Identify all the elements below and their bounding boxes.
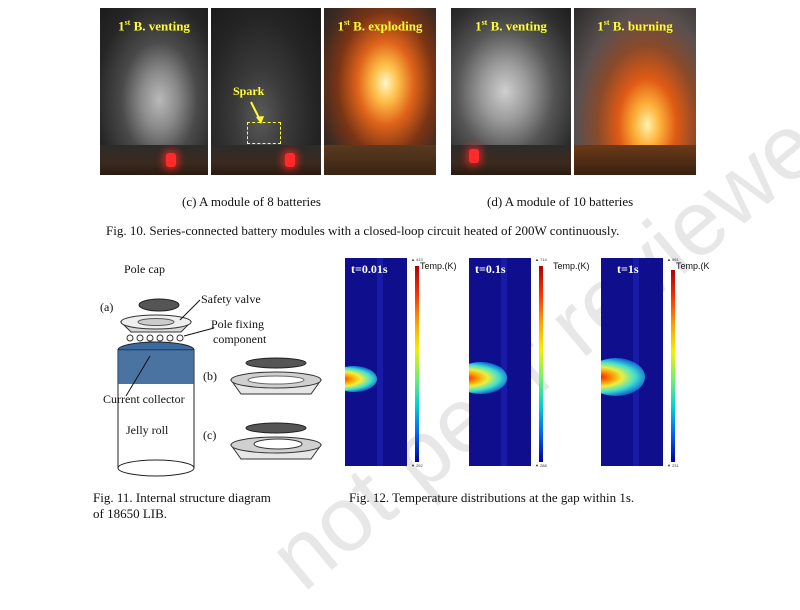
label-pole-cap: Pole cap [124, 262, 165, 276]
label-safety-valve: Safety valve [201, 292, 261, 306]
colorbar-min-2: ▼ 288 [535, 463, 547, 468]
temp-map-panel-2: t=0.1s [469, 258, 531, 466]
colorbar-title-2: Temp.(K) [553, 261, 590, 271]
battery-ledge [574, 145, 696, 175]
colorbar-title-1: Temp.(K) [420, 261, 457, 271]
photo-panel-d2: 1st B. burning [574, 8, 696, 175]
red-glow [166, 153, 176, 167]
label-a: (a) [100, 300, 114, 314]
time-label: t=0.01s [351, 262, 388, 276]
fig11-caption-line1: Fig. 11. Internal structure diagram [93, 490, 271, 505]
label-jelly-roll: Jelly roll [126, 423, 169, 437]
fig10-caption: Fig. 10. Series-connected battery module… [106, 223, 620, 238]
battery-ledge [100, 145, 208, 175]
label-pole-fixing: Pole fixing [211, 317, 264, 331]
colorbar-2 [539, 266, 543, 462]
time-label: t=1s [617, 262, 639, 276]
colorbar-max-3: ▲ 991 [667, 257, 679, 262]
fig11-caption-line2: of 18650 LIB. [93, 506, 168, 521]
spark-box [247, 122, 281, 144]
panel-label: 1st B. exploding [337, 18, 423, 34]
red-glow [285, 153, 295, 167]
caption-d: (d) A module of 10 batteries [487, 194, 634, 209]
battery-ledge [324, 145, 436, 175]
panel-label: 1st B. venting [475, 18, 547, 34]
colorbar-title-3: Temp.(K [676, 261, 710, 271]
temp-map-panel-1: t=0.01s [345, 258, 407, 466]
spark-label: Spark [233, 84, 265, 98]
colorbar-max-1: ▲ 413 [411, 257, 423, 262]
colorbar-1 [415, 266, 419, 462]
pole-cap [138, 298, 180, 312]
red-glow [469, 149, 479, 163]
photo-panel-d1: 1st B. venting [451, 8, 571, 175]
colorbar-min-3: ▼ 231 [667, 463, 679, 468]
label-b: (b) [203, 369, 217, 383]
spark-arrow [250, 101, 264, 124]
panel-label: 1st B. venting [118, 18, 190, 34]
colorbar-min-1: ▼ 292 [411, 463, 423, 468]
hot-spot [345, 366, 377, 392]
pole-fixing-component [126, 334, 184, 342]
caption-c: (c) A module of 8 batteries [182, 194, 321, 209]
battery-structure-diagram [117, 298, 322, 477]
label-c: (c) [203, 428, 217, 442]
temp-map-panel-3: t=1s [601, 258, 663, 466]
label-current-collector: Current collector [103, 392, 185, 406]
panel-label: 1st B. burning [597, 18, 673, 34]
colorbar-3 [671, 270, 675, 462]
battery-ledge [211, 145, 321, 175]
colorbar-max-2: ▲ 714 [535, 257, 547, 262]
fig12-caption: Fig. 12. Temperature distributions at th… [349, 490, 635, 505]
time-label: t=0.1s [475, 262, 506, 276]
photo-panel-c1: 1st B. venting [100, 8, 208, 175]
photo-panel-c2: Spark [211, 8, 321, 175]
label-pole-fixing-component: component [213, 332, 267, 346]
photo-panel-c3: 1st B. exploding [324, 8, 436, 175]
